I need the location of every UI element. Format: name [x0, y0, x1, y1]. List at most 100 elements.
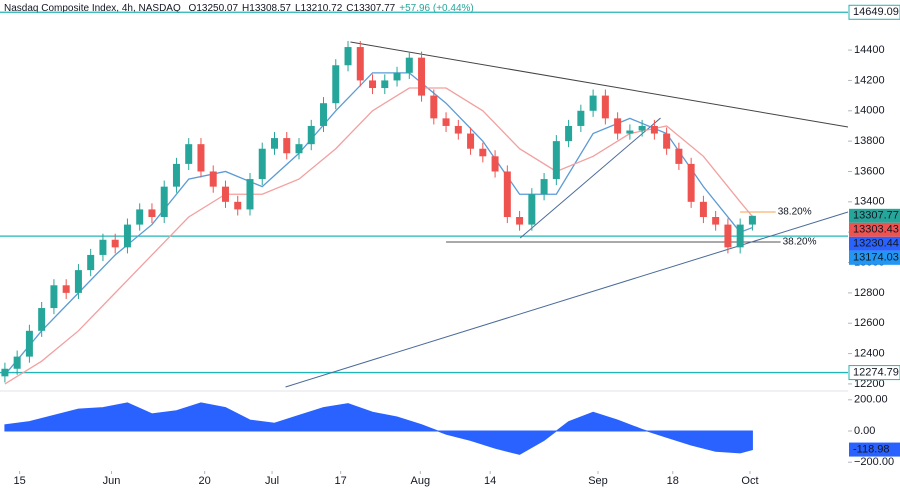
price-label-box — [849, 222, 900, 237]
candle-body — [418, 57, 426, 96]
candle-body — [99, 239, 107, 255]
trendline — [350, 41, 849, 128]
candle-body — [295, 144, 303, 154]
candle-body — [148, 209, 156, 218]
price-label: 13303.43 — [853, 224, 899, 236]
candle-body — [405, 57, 413, 73]
candle-body — [38, 308, 46, 331]
candle-body — [50, 285, 58, 309]
header-value: 13308.57 — [249, 3, 291, 14]
osc-label: -118.98 — [853, 443, 890, 455]
candle-body — [467, 133, 475, 149]
x-tick-label: Jun — [103, 475, 121, 487]
price-label: 12274.79 — [853, 366, 899, 378]
candle-body — [393, 72, 401, 81]
y-tick-label: 12400 — [854, 347, 885, 359]
y-tick-label: −200.00 — [854, 456, 894, 468]
candle-body — [614, 118, 622, 134]
candle-body — [565, 125, 573, 142]
x-tick-label: Oct — [741, 475, 758, 487]
candle-body — [13, 356, 21, 369]
x-tick-label: 15 — [13, 475, 25, 487]
y-tick-label: 12800 — [854, 287, 885, 299]
candle-body — [172, 163, 180, 187]
x-tick-label: 20 — [199, 475, 211, 487]
candle-body — [663, 133, 671, 149]
price-label: 13174.03 — [853, 252, 899, 264]
y-tick-label: 12600 — [854, 317, 885, 329]
fib-label: 38.20% — [783, 237, 817, 248]
candle-body — [626, 130, 634, 134]
y-tick-label: 14400 — [854, 44, 885, 56]
trendline — [285, 211, 849, 388]
candle-body — [283, 138, 291, 154]
candle-body — [209, 171, 217, 187]
candle-body — [589, 95, 597, 111]
price-label-box — [849, 250, 900, 265]
header: Nasdaq Composite Index, 4h, NASDAQ O1325… — [4, 3, 474, 14]
oscillator-area — [4, 402, 753, 455]
osc-label-box — [849, 442, 900, 457]
x-tick-label: 18 — [667, 475, 679, 487]
price-label-box — [848, 365, 900, 381]
candle-body — [381, 80, 389, 89]
candle-body — [454, 125, 462, 134]
candle-body — [675, 148, 683, 164]
y-tick-label: 14000 — [854, 105, 885, 117]
candle-body — [221, 186, 229, 202]
candle-body — [540, 179, 548, 195]
fib-label: 38.20% — [778, 207, 812, 218]
price-label-box — [849, 208, 900, 223]
candle-body — [638, 125, 646, 131]
y-tick-label: 13600 — [854, 165, 885, 177]
y-tick-label: 13400 — [854, 196, 885, 208]
price-label-box — [849, 236, 900, 251]
candle-body — [687, 163, 695, 202]
candle-body — [479, 148, 487, 157]
header-value: 13210.72 — [301, 3, 343, 14]
price-label: 14649.09 — [853, 6, 899, 18]
candle-body — [246, 179, 254, 210]
candle-body — [160, 186, 168, 218]
candle-body — [1, 368, 9, 377]
trendline — [519, 117, 661, 239]
header-value: 13250.07 — [196, 3, 238, 14]
candle-body — [111, 239, 119, 248]
y-tick-label: 0.00 — [854, 425, 875, 437]
header-value: 13307.77 — [354, 3, 396, 14]
x-tick-label: Sep — [588, 475, 608, 487]
candle-body — [369, 80, 377, 89]
candle-body — [724, 224, 732, 248]
candle-body — [87, 254, 95, 271]
candle-body — [601, 95, 609, 119]
y-tick-label: 12200 — [854, 378, 885, 390]
moving-average — [4, 72, 753, 376]
candle-body — [344, 47, 352, 66]
candle-body — [430, 95, 438, 119]
candle-body — [258, 148, 266, 180]
moving-average — [4, 87, 753, 385]
price-label: 13230.44 — [853, 238, 899, 250]
candle-body — [650, 125, 658, 134]
candle-body — [185, 144, 193, 164]
candle-body — [748, 215, 756, 225]
candle-body — [528, 194, 536, 225]
candle-body — [270, 138, 278, 149]
candle-body — [736, 224, 744, 248]
candle-body — [491, 156, 499, 172]
header-change: +57.96 (+0.44%) — [399, 3, 474, 14]
candle-body — [62, 285, 70, 293]
candle-body — [552, 141, 560, 180]
x-tick-label: Jul — [265, 475, 279, 487]
header-prefix: H — [242, 3, 249, 14]
header-prefix: O — [189, 3, 197, 14]
candle-body — [503, 171, 511, 218]
y-tick-label: 13800 — [854, 135, 885, 147]
price-label-box — [848, 4, 900, 20]
candle-body — [136, 209, 144, 225]
candle-body — [356, 47, 364, 81]
candle-body — [74, 270, 82, 293]
price-label: 13307.77 — [853, 210, 899, 222]
x-tick-label: 17 — [335, 475, 347, 487]
